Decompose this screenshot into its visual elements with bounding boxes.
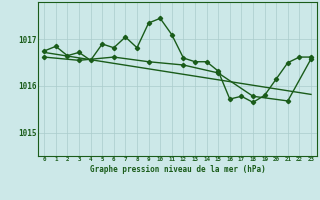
X-axis label: Graphe pression niveau de la mer (hPa): Graphe pression niveau de la mer (hPa) bbox=[90, 165, 266, 174]
